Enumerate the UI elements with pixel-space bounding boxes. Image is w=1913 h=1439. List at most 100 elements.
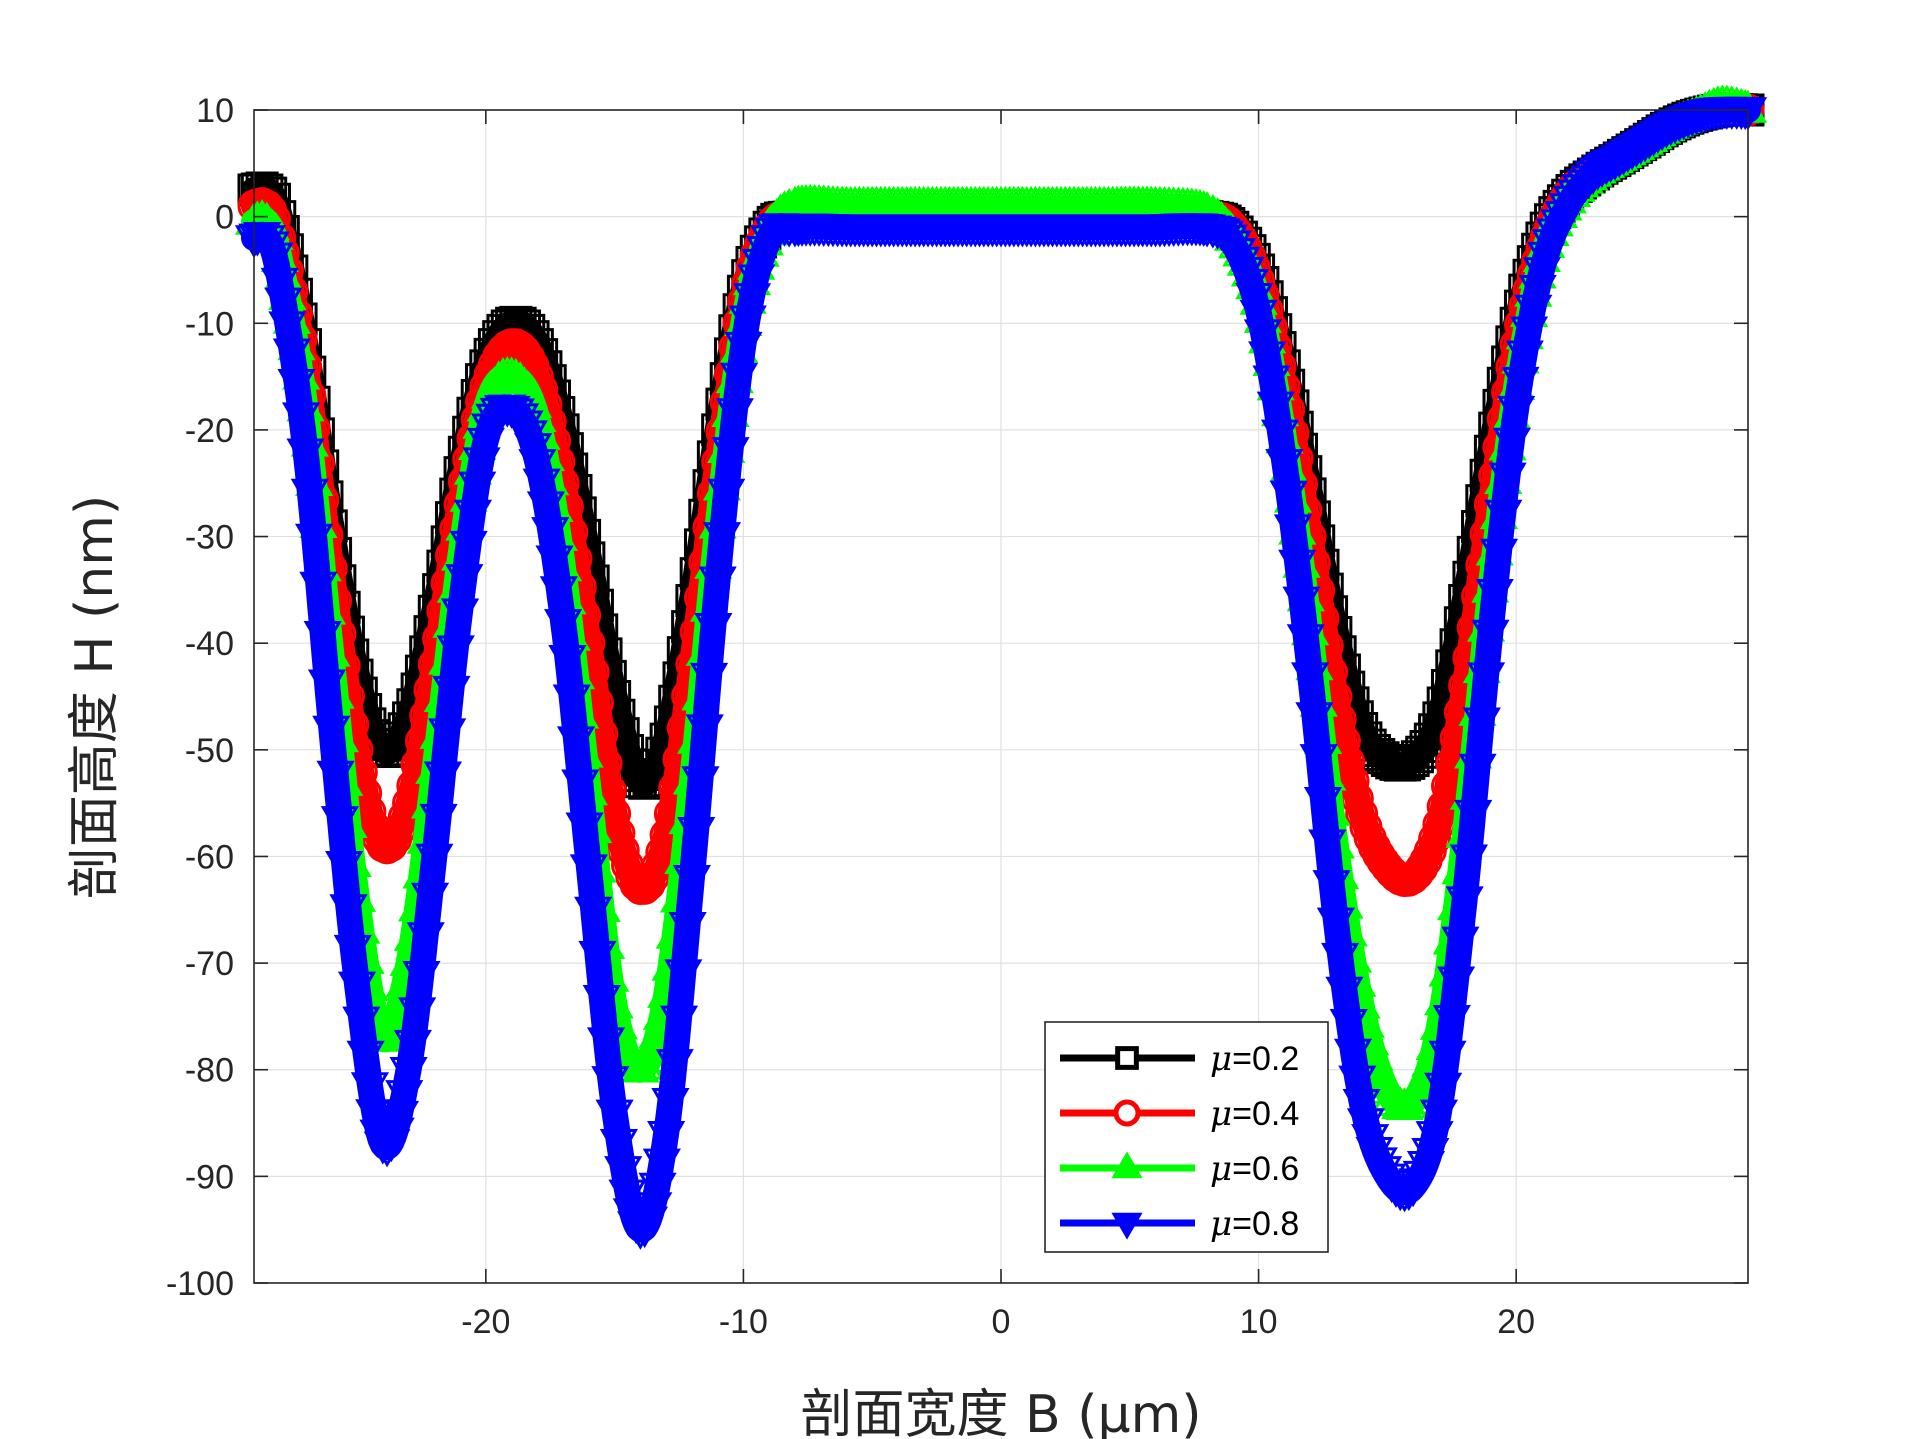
x-tick-label: -10 — [719, 1303, 768, 1341]
series-layer — [234, 84, 1768, 1250]
data-point — [466, 427, 505, 461]
data-point — [277, 368, 316, 402]
data-point — [621, 1049, 660, 1083]
data-point — [316, 760, 355, 794]
data-point — [337, 971, 377, 1005]
data-point — [565, 812, 604, 846]
y-axis-title: 剖面高度 H (nm) — [65, 495, 125, 899]
data-point — [238, 223, 277, 257]
data-point — [1295, 702, 1334, 736]
data-point — [1316, 907, 1355, 941]
data-point — [642, 1148, 681, 1182]
data-point — [513, 433, 553, 467]
data-point — [1243, 319, 1282, 353]
data-point — [290, 478, 329, 512]
data-point — [1299, 744, 1338, 778]
data-point — [668, 912, 707, 945]
data-point — [1325, 976, 1364, 1010]
data-point — [1419, 1099, 1459, 1133]
data-point — [604, 1156, 643, 1190]
data-point — [1226, 256, 1265, 290]
data-point — [561, 769, 600, 803]
data-point — [608, 1179, 647, 1213]
legend-label: μ=0.4 — [1210, 1094, 1299, 1134]
data-point — [1235, 283, 1274, 317]
x-tick-label: -20 — [461, 1303, 510, 1341]
data-point — [1346, 1108, 1386, 1142]
data-point — [556, 726, 596, 760]
data-point — [1411, 1137, 1450, 1171]
data-point — [370, 831, 404, 865]
data-point — [1402, 1067, 1441, 1101]
data-point — [1458, 753, 1497, 787]
data-point — [677, 816, 716, 850]
data-point — [1333, 1038, 1373, 1072]
legend-label: μ=0.6 — [1210, 1149, 1299, 1189]
data-point — [320, 806, 359, 840]
data-point — [415, 843, 454, 877]
data-point — [1252, 365, 1291, 399]
data-point — [632, 867, 666, 901]
x-axis-title: 剖面宽度 B (μm) — [800, 1385, 1201, 1439]
data-point — [393, 1029, 432, 1063]
data-point — [548, 645, 587, 679]
data-point — [707, 478, 746, 512]
data-point — [440, 598, 480, 632]
y-tick-label: -30 — [185, 519, 234, 557]
data-point — [376, 1117, 415, 1151]
data-point — [711, 437, 750, 471]
data-point — [423, 761, 462, 795]
data-point — [1565, 169, 1604, 203]
data-point — [496, 357, 535, 391]
x-tick-label: 10 — [1240, 1303, 1278, 1341]
data-point — [681, 766, 720, 800]
data-point — [1518, 275, 1557, 308]
data-point — [1501, 366, 1540, 400]
data-point — [1445, 886, 1484, 920]
data-point — [303, 620, 342, 654]
data-point — [1406, 1150, 1446, 1184]
data-point — [621, 1216, 660, 1250]
data-point — [702, 522, 742, 556]
data-point — [374, 828, 408, 862]
data-point — [1488, 462, 1527, 496]
data-point — [1462, 707, 1501, 741]
data-point — [535, 545, 574, 579]
data-point — [398, 997, 437, 1031]
data-point — [694, 613, 733, 646]
data-point — [1338, 1065, 1377, 1099]
data-point — [599, 1129, 639, 1163]
y-tick-label: -100 — [166, 1265, 234, 1303]
legend-item: μ=0.8 — [1060, 1204, 1299, 1244]
axis-ticks — [254, 109, 1748, 1284]
data-point — [1321, 942, 1360, 976]
data-point — [698, 566, 737, 600]
data-point — [1355, 1136, 1394, 1170]
data-point — [689, 662, 729, 696]
data-point — [492, 356, 531, 390]
data-point — [428, 718, 467, 752]
legend-label: μ=0.8 — [1210, 1204, 1299, 1244]
data-point — [647, 1120, 686, 1154]
legend-label: μ=0.2 — [1210, 1039, 1299, 1079]
data-point — [1449, 844, 1489, 878]
data-point — [569, 854, 608, 888]
data-point — [1273, 514, 1313, 548]
data-point — [629, 1206, 669, 1240]
data-point — [1286, 624, 1325, 658]
data-point — [372, 1129, 411, 1163]
y-tick-label: 10 — [196, 92, 234, 130]
data-point — [1278, 549, 1317, 583]
data-point — [363, 1131, 402, 1165]
series-μ=0.8 — [234, 96, 1768, 1250]
data-point — [350, 1072, 390, 1106]
data-point — [1484, 499, 1523, 533]
data-point — [745, 235, 784, 269]
data-point — [1424, 1072, 1463, 1106]
data-point — [1308, 829, 1347, 863]
data-point — [1492, 427, 1531, 461]
data-point — [1454, 799, 1493, 833]
data-point — [312, 715, 351, 749]
data-point — [1260, 419, 1300, 453]
